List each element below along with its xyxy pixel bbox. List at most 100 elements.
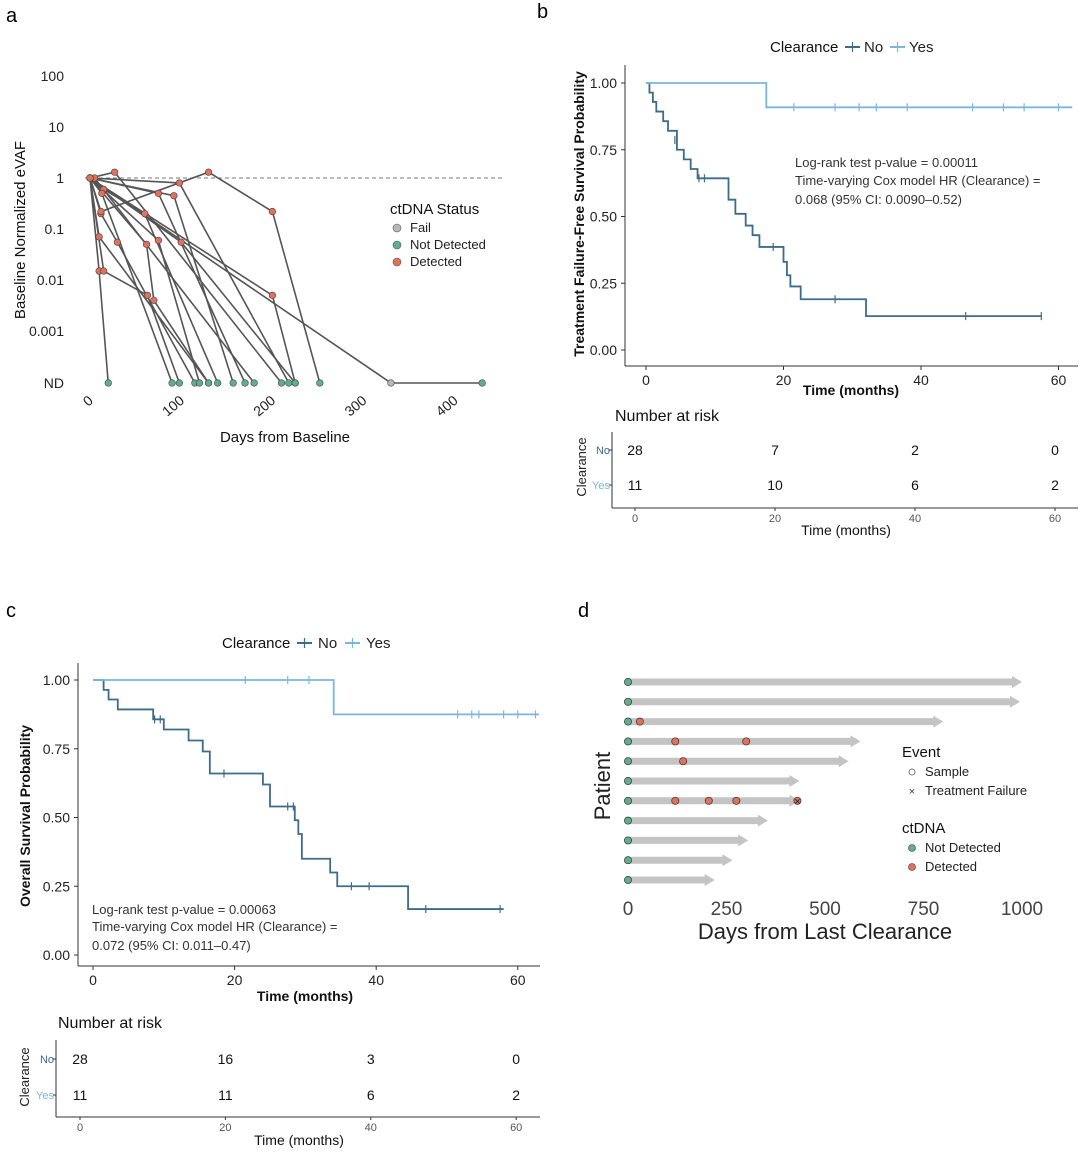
sample-point <box>141 210 149 218</box>
x-tick-label: 750 <box>908 899 940 920</box>
panel-a-legend: ctDNA Status Fail Not Detected Detected <box>390 201 486 269</box>
sample-point <box>175 179 183 187</box>
legend-label-detected: Detected <box>410 254 462 269</box>
sample-point <box>285 379 293 387</box>
panel-c-y-axis-title: Overall Survival Probability <box>17 725 33 907</box>
x-tick-label: 0 <box>623 899 634 920</box>
risk-row-label-no: No <box>596 445 610 457</box>
panel-a-y-axis-title: Baseline Normalized eVAF <box>12 141 29 319</box>
sample-point <box>671 737 680 746</box>
survival-curve-no <box>646 82 1042 317</box>
y-tick-label: 0.00 <box>590 342 617 358</box>
risk-count: 16 <box>218 1051 234 1067</box>
panel-b-annotation-line-3: 0.068 (95% CI: 0.0090–0.52) <box>795 192 962 207</box>
sample-point <box>175 379 183 387</box>
panel-b-y-axis-title: Treatment Failure-Free Survival Probabil… <box>571 71 587 357</box>
panel-d-ticks: 0 250 500 750 1000 <box>623 899 1043 920</box>
panel-c-x-axis-title: Time (months) <box>257 988 353 1004</box>
legend-label-not-detected: Not Detected <box>410 237 486 252</box>
legend-title: Clearance <box>222 635 290 652</box>
treatment-failure-mark: × <box>794 796 800 808</box>
x-tick-label: 100 <box>159 392 187 419</box>
legend-label-no: No <box>318 635 337 652</box>
risk-row-label-yes: Yes <box>36 1090 54 1102</box>
sample-point <box>742 737 751 746</box>
risk-row-label-yes: Yes <box>592 480 610 492</box>
sample-point <box>95 233 103 241</box>
sample-point <box>624 678 632 686</box>
sample-point <box>154 189 162 197</box>
panel-c-risk-y-title: Clearance <box>17 1047 32 1106</box>
panel-b-letter: b <box>537 1 548 23</box>
panel-b-risk-y-title: Clearance <box>574 437 589 496</box>
sample-point <box>277 379 286 387</box>
legend-swatch-detected <box>392 257 402 267</box>
risk-x-tick-label: 20 <box>769 513 781 525</box>
panel-c-curves <box>93 676 540 914</box>
sample-point <box>624 757 632 766</box>
y-tick-label: 0.25 <box>590 275 617 291</box>
sample-point <box>154 236 162 244</box>
sample-point <box>624 796 632 805</box>
risk-x-tick-label: 60 <box>1049 513 1061 525</box>
x-tick-label: 40 <box>913 372 929 388</box>
y-tick-label: 0.01 <box>37 272 64 288</box>
panel-d-timelines: × <box>624 676 1023 886</box>
sample-point <box>143 291 152 299</box>
legend-swatch-treatment-failure: × <box>909 786 915 798</box>
sample-point <box>113 238 121 246</box>
risk-x-tick-label: 0 <box>77 1122 83 1134</box>
sample-point <box>268 207 277 216</box>
sample-point <box>624 737 632 746</box>
risk-count: 2 <box>1051 477 1059 493</box>
legend-swatch-fail <box>392 223 402 233</box>
panel-a-y-ticks: 100 10 1 0.1 0.01 0.001 ND <box>29 68 64 391</box>
legend-swatch-not-detected <box>908 844 916 852</box>
panel-b-x-axis-title: Time (months) <box>803 382 899 398</box>
legend-label-detected: Detected <box>925 859 977 874</box>
risk-x-tick-label: 40 <box>909 513 921 525</box>
sample-point <box>316 379 324 387</box>
sample-point <box>624 876 632 884</box>
panel-a-letter: a <box>6 5 18 27</box>
y-tick-label: ND <box>44 375 64 391</box>
panel-c-risk-title: Number at risk <box>58 1015 163 1032</box>
risk-count: 6 <box>911 477 919 493</box>
legend-label-fail: Fail <box>410 220 431 235</box>
x-tick-label: 0 <box>642 372 650 388</box>
sample-point <box>679 757 688 766</box>
panel-b-annotation-line-1: Log-rank test p-value = 0.00011 <box>795 155 978 170</box>
survival-curve-yes <box>93 679 540 716</box>
legend-event-title: Event <box>902 744 941 761</box>
panel-d: d × 0 250 500 750 1000 Patient Days from Las… <box>578 600 1043 944</box>
sample-point <box>478 379 486 387</box>
sample-point <box>98 189 106 197</box>
sample-point <box>387 379 395 387</box>
legend-swatch-not-detected <box>392 240 402 250</box>
legend-ctdna-title: ctDNA <box>902 820 945 837</box>
risk-count: 2 <box>512 1087 520 1103</box>
risk-count: 28 <box>72 1051 88 1067</box>
trajectory-line <box>90 177 255 384</box>
sample-point <box>624 717 632 726</box>
y-tick-label: 0.00 <box>43 947 70 963</box>
panel-d-letter: d <box>578 600 589 622</box>
panel-b-legend: Clearance No Yes <box>770 39 933 56</box>
x-tick-label: 400 <box>433 392 461 419</box>
timeline-arrowhead <box>850 735 861 748</box>
x-tick-label: 250 <box>711 899 743 920</box>
x-tick-label: 1000 <box>1001 899 1043 920</box>
sample-point <box>177 238 185 246</box>
y-tick-label: 0.001 <box>29 323 64 339</box>
y-tick-label: 100 <box>41 68 65 84</box>
sample-point <box>195 379 204 387</box>
timeline-arrowhead <box>757 814 768 827</box>
sample-point <box>250 379 258 387</box>
sample-point <box>624 697 632 706</box>
x-tick-label: 20 <box>776 372 792 388</box>
sample-point <box>142 240 151 248</box>
sample-point <box>268 291 277 299</box>
panel-a-x-ticks: 0 100 200 300 400 <box>80 392 461 419</box>
risk-count: 3 <box>367 1051 375 1067</box>
risk-row-label-no: No <box>40 1054 54 1066</box>
